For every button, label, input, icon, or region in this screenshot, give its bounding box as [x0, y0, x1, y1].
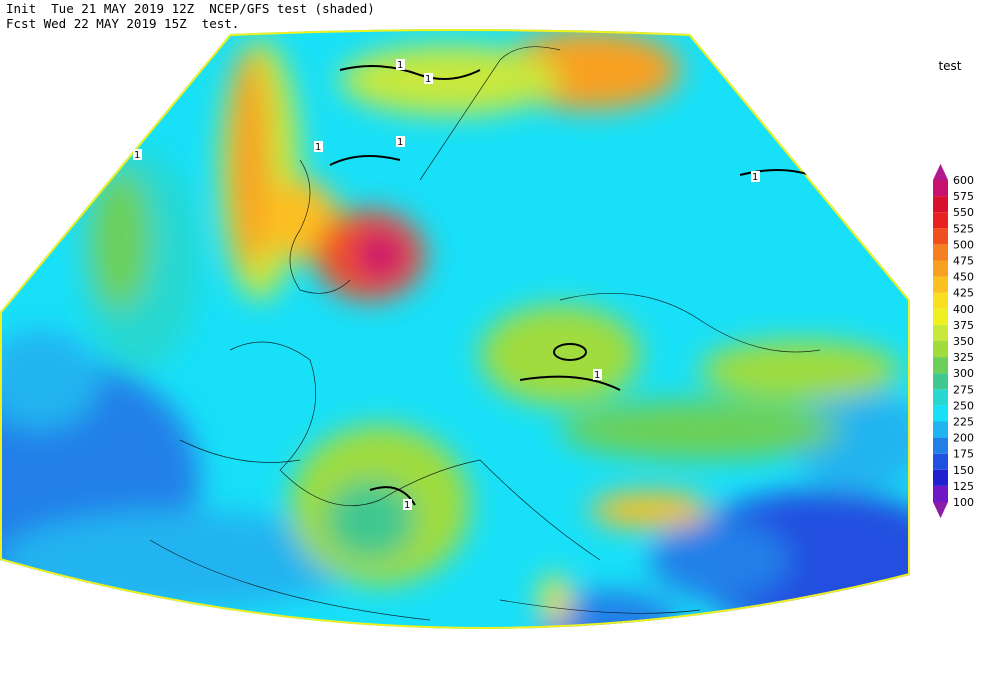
colorbar-triangle: [933, 163, 948, 180]
colorbar-triangle: [933, 502, 948, 519]
colorbar-label: 400: [953, 303, 974, 316]
contour-label: 1: [315, 142, 321, 153]
contour-label: 1: [397, 137, 403, 148]
header-line: Init Tue 21 MAY 2019 12Z NCEP/GFS test (…: [6, 1, 375, 16]
colorbar-box: [933, 437, 948, 454]
coastlines: [149, 46, 821, 621]
colorbar-box: [933, 260, 948, 277]
colorbar-box: [933, 324, 948, 341]
colorbar-box: [933, 276, 948, 293]
colorbar-box: [933, 308, 948, 325]
colorbar-label: 125: [953, 480, 974, 493]
colorbar-label: 375: [953, 319, 974, 332]
contour-label-bg: [396, 136, 405, 147]
contour-label: 1: [752, 172, 758, 183]
colorbar-box: [933, 341, 948, 358]
contour-label-bg: [396, 59, 405, 70]
colorbar-label: 300: [953, 367, 974, 380]
colorbar-box: [933, 453, 948, 470]
contour-label-bg: [751, 171, 760, 182]
colorbar-box: [933, 405, 948, 422]
contour-label: 1: [425, 74, 431, 85]
colorbar-label: 525: [953, 222, 974, 235]
colorbar-label: 475: [953, 255, 974, 268]
contour-label: 1: [397, 60, 403, 71]
colorbar: test 100 125 150 175 200 225 250 275 300 325 350 37…: [933, 59, 974, 519]
colorbar-label: 275: [953, 383, 974, 396]
colorbar-label: 600: [953, 174, 974, 187]
colorbar-label: 325: [953, 351, 974, 364]
colorbar-label: 175: [953, 448, 974, 461]
colorbar-box: [933, 212, 948, 229]
contour-label-bg: [403, 499, 412, 510]
contour-label-bg: [424, 73, 433, 84]
colorbar-label: 150: [953, 464, 974, 477]
colorbar-box: [933, 180, 948, 197]
contour-label: 1: [594, 370, 600, 381]
colorbar-label: 225: [953, 416, 974, 429]
colorbar-label: 550: [953, 206, 974, 219]
colorbar-box: [933, 469, 948, 486]
contour-label-bg: [314, 141, 323, 152]
contour-label-bg: [454, 659, 463, 670]
colorbar-box: [933, 421, 948, 438]
contour-label: 16: [455, 660, 468, 671]
colorbar-label: 350: [953, 335, 974, 348]
contour-label: 1: [404, 500, 410, 511]
colorbar-box: [933, 196, 948, 213]
colorbar-box: [933, 228, 948, 245]
header-line: Fcst Wed 22 MAY 2019 15Z test.: [6, 16, 240, 31]
contour-label-bg: [133, 149, 142, 160]
shaded-field: 1 1 1 1 1 1 1 1 1 16: [0, 29, 910, 671]
colorbar-label: 250: [953, 399, 974, 412]
colorbar-box: [933, 485, 948, 502]
colorbar-box: [933, 244, 948, 261]
colorbar-label: 500: [953, 238, 974, 251]
contour-label-bg: [593, 369, 602, 380]
colorbar-label: 450: [953, 271, 974, 284]
colorbar-title: test: [938, 59, 961, 73]
contour-label-bg: [591, 651, 600, 662]
colorbar-box: [933, 292, 948, 309]
colorbar-box: [933, 389, 948, 406]
colorbar-label: 200: [953, 432, 974, 445]
colorbar-label: 425: [953, 287, 974, 300]
contour-label: 1: [134, 150, 140, 161]
contours: [329, 65, 811, 629]
colorbar-label: 100: [953, 496, 974, 509]
colorbar-label: 575: [953, 190, 974, 203]
colorbar-box: [933, 373, 948, 390]
colorbar-box: [933, 357, 948, 374]
contour-label: 1: [592, 652, 598, 663]
